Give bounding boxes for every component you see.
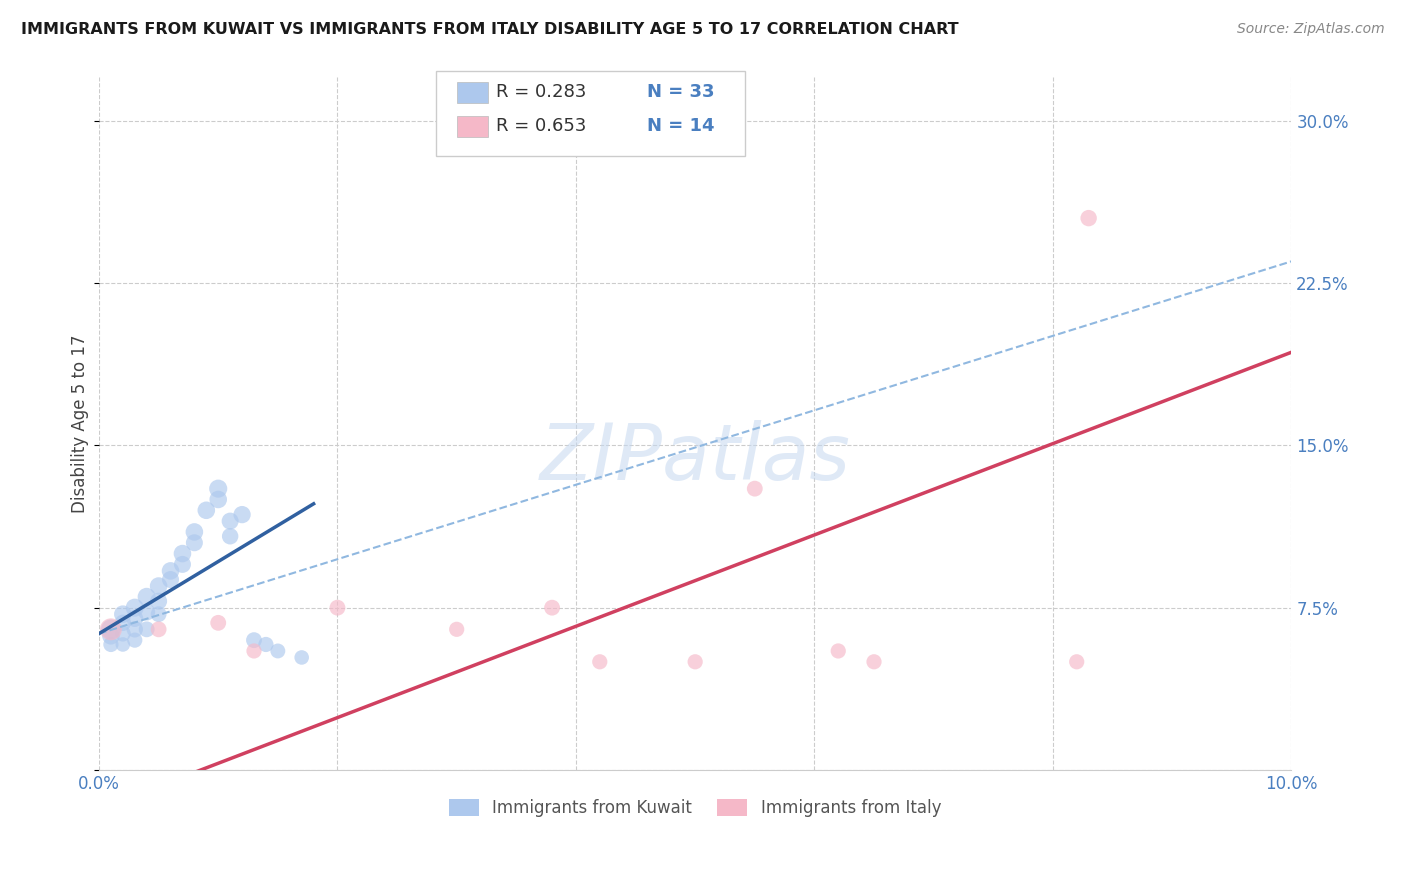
Point	[172, 547, 194, 561]
Text: R = 0.653: R = 0.653	[496, 117, 586, 135]
Point	[111, 626, 134, 640]
Point	[1066, 655, 1088, 669]
Text: IMMIGRANTS FROM KUWAIT VS IMMIGRANTS FROM ITALY DISABILITY AGE 5 TO 17 CORRELATI: IMMIGRANTS FROM KUWAIT VS IMMIGRANTS FRO…	[21, 22, 959, 37]
Point	[148, 623, 170, 637]
Point	[863, 655, 886, 669]
Point	[135, 605, 157, 619]
Text: ZIPatlas: ZIPatlas	[540, 420, 851, 496]
Point	[148, 579, 170, 593]
Point	[1077, 211, 1099, 226]
Point	[683, 655, 706, 669]
Point	[100, 638, 122, 652]
Point	[207, 482, 229, 496]
Point	[207, 492, 229, 507]
Point	[111, 607, 134, 622]
Point	[827, 644, 849, 658]
Point	[267, 644, 290, 658]
Point	[100, 623, 122, 637]
Point	[207, 615, 229, 630]
Point	[183, 535, 205, 549]
Text: N = 14: N = 14	[647, 117, 714, 135]
Point	[589, 655, 612, 669]
Point	[219, 529, 242, 543]
Point	[135, 623, 157, 637]
Text: Source: ZipAtlas.com: Source: ZipAtlas.com	[1237, 22, 1385, 37]
Point	[100, 623, 122, 637]
Point	[159, 564, 181, 578]
Point	[124, 623, 146, 637]
Point	[291, 650, 314, 665]
Point	[243, 633, 266, 648]
Point	[744, 482, 766, 496]
Point	[326, 600, 349, 615]
Point	[254, 638, 277, 652]
Text: N = 33: N = 33	[647, 83, 714, 101]
Point	[124, 600, 146, 615]
Point	[172, 558, 194, 572]
Point	[183, 524, 205, 539]
Point	[124, 633, 146, 648]
Point	[111, 615, 134, 630]
Point	[100, 629, 122, 643]
Point	[135, 590, 157, 604]
Point	[231, 508, 253, 522]
Point	[159, 573, 181, 587]
Point	[446, 623, 468, 637]
Text: R = 0.283: R = 0.283	[496, 83, 586, 101]
Point	[243, 644, 266, 658]
Point	[219, 514, 242, 528]
Point	[148, 594, 170, 608]
Point	[111, 638, 134, 652]
Point	[124, 611, 146, 625]
Point	[541, 600, 564, 615]
Y-axis label: Disability Age 5 to 17: Disability Age 5 to 17	[72, 334, 89, 513]
Point	[148, 607, 170, 622]
Point	[195, 503, 218, 517]
Legend: Immigrants from Kuwait, Immigrants from Italy: Immigrants from Kuwait, Immigrants from …	[443, 792, 948, 824]
